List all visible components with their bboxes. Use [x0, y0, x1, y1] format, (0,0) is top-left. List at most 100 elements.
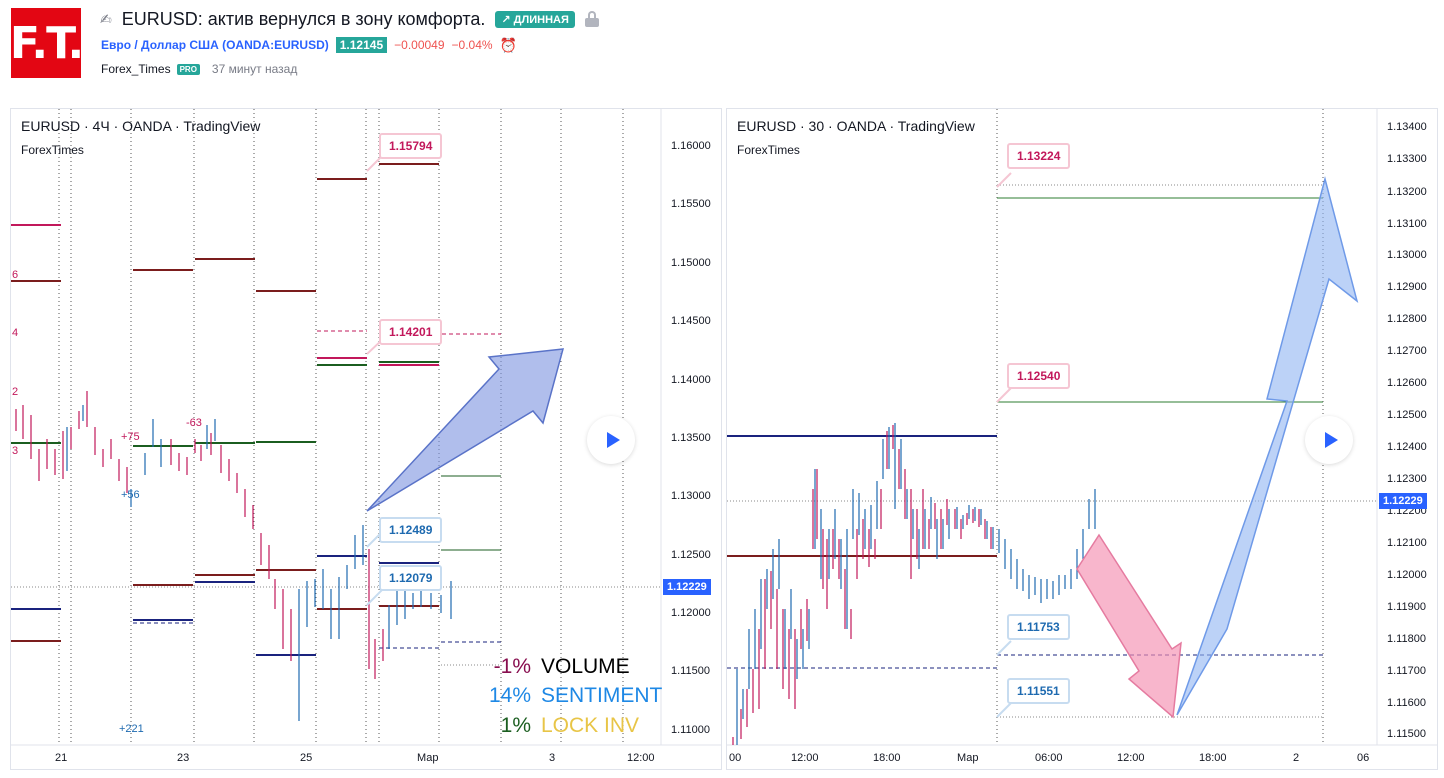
logo-text: F.T.: [9, 17, 84, 69]
price-tick: 1.16000: [671, 140, 711, 152]
price-badge: 1.12145: [335, 37, 388, 53]
price-tick: 1.13500: [671, 432, 711, 444]
direction-badge: ↗ ДЛИННАЯ: [495, 10, 575, 28]
price-tick: 1.14500: [671, 315, 711, 327]
price-tick: 1.13300: [1387, 153, 1427, 165]
time-tick: 12:00: [1117, 752, 1145, 764]
play-icon: [606, 432, 620, 448]
price-tick: 1.13000: [1387, 249, 1427, 261]
publish-time: 37 минут назад: [211, 62, 298, 76]
price-tick: 1.12000: [1387, 569, 1427, 581]
time-tick: 12:00: [791, 752, 819, 764]
level-label: 1.14201: [379, 319, 443, 345]
lock-inv-pct: 1%: [500, 714, 531, 737]
price-tick: 1.15000: [671, 257, 711, 269]
play-button[interactable]: [1305, 416, 1353, 464]
sentiment-pct: 14%: [488, 684, 531, 707]
time-tick: 25: [300, 752, 313, 764]
volume-label: VOLUME: [541, 655, 630, 678]
indicator-legend-sentiment: 14% SENTIMENT: [481, 684, 662, 708]
volume-annotation: 6: [12, 269, 19, 281]
volume-annotation: +56: [121, 489, 140, 501]
price-tick: 1.11500: [1387, 728, 1426, 740]
right-chart-canvas[interactable]: [727, 109, 1438, 770]
current-price-tag: 1.12229: [663, 579, 711, 595]
volume-annotation: +75: [121, 431, 140, 443]
pencil-icon: ✍: [100, 10, 112, 27]
idea-header: F.T. ✍ EURUSD: актив вернулся в зону ком…: [0, 0, 1444, 100]
time-tick: 18:00: [1199, 752, 1227, 764]
price-tick: 1.12500: [671, 549, 711, 561]
time-tick: 12:00: [627, 752, 655, 764]
price-tick: 1.11000: [671, 724, 710, 736]
idea-title: EURUSD: актив вернулся в зону комфорта.: [121, 8, 486, 29]
pro-badge: PRO: [176, 63, 200, 75]
time-tick: 23: [177, 752, 190, 764]
level-label: 1.12540: [1007, 363, 1071, 389]
time-tick: Мар: [417, 752, 439, 764]
current-price-tag: 1.12229: [1379, 493, 1427, 509]
title-row: ✍ EURUSD: актив вернулся в зону комфорта…: [100, 8, 599, 30]
level-label: 1.11753: [1007, 614, 1070, 640]
time-tick: 21: [55, 752, 68, 764]
left-chart-panel[interactable]: EURUSD · 4Ч · OANDA · TradingView ForexT…: [10, 108, 722, 770]
right-chart-author: ForexTimes: [737, 143, 800, 157]
symbol-link[interactable]: Евро / Доллар США (OANDA:EURUSD): [101, 38, 329, 52]
price-tick: 1.12900: [1387, 281, 1427, 293]
time-tick: 06:00: [1035, 752, 1063, 764]
right-chart-legend: EURUSD · 30 · OANDA · TradingView: [737, 118, 975, 134]
price-change-pct: −0.04%: [451, 38, 493, 52]
price-tick: 1.11900: [1387, 601, 1426, 613]
indicator-legend-volume: -1% VOLUME: [481, 655, 630, 679]
price-tick: 1.11500: [671, 665, 710, 677]
level-label: 1.13224: [1007, 143, 1071, 169]
author-name[interactable]: Forex_Times: [101, 62, 171, 76]
time-tick: Мар: [957, 752, 979, 764]
lock-inv-label: LOCK INV: [541, 714, 640, 737]
play-icon: [1324, 432, 1338, 448]
symbol-row: Евро / Доллар США (OANDA:EURUSD) 1.12145…: [101, 36, 517, 54]
volume-pct: -1%: [493, 655, 531, 678]
alarm-clock-icon[interactable]: ⏰: [499, 36, 518, 53]
volume-annotation: 4: [12, 327, 19, 339]
author-logo[interactable]: F.T.: [9, 8, 84, 78]
author-row: Forex_Times PRO 37 минут назад: [101, 62, 297, 76]
time-tick: 00: [729, 752, 742, 764]
price-tick: 1.11800: [1387, 633, 1426, 645]
indicator-legend-lock-inv: 1% LOCK INV: [481, 714, 639, 738]
left-chart-canvas[interactable]: [11, 109, 722, 770]
price-tick: 1.12700: [1387, 345, 1427, 357]
volume-annotation: -63: [186, 417, 202, 429]
level-label: 1.12489: [379, 517, 443, 543]
price-tick: 1.13100: [1387, 218, 1427, 230]
lock-icon: [584, 11, 599, 27]
level-label: 1.11551: [1007, 678, 1070, 704]
play-button[interactable]: [587, 416, 635, 464]
left-chart-legend: EURUSD · 4Ч · OANDA · TradingView: [21, 118, 261, 134]
price-tick: 1.12000: [671, 607, 711, 619]
volume-annotation: 2: [12, 386, 19, 398]
price-tick: 1.11700: [1387, 665, 1426, 677]
volume-annotation: 3: [12, 445, 19, 457]
price-tick: 1.13400: [1387, 121, 1427, 133]
price-change: −0.00049: [394, 38, 445, 52]
price-tick: 1.12100: [1387, 537, 1427, 549]
left-chart-author: ForexTimes: [21, 143, 84, 157]
price-tick: 1.12800: [1387, 313, 1427, 325]
time-tick: 3: [549, 752, 556, 764]
volume-annotation: +221: [119, 723, 144, 735]
right-chart-panel[interactable]: EURUSD · 30 · OANDA · TradingView ForexT…: [726, 108, 1438, 770]
level-label: 1.15794: [379, 133, 443, 159]
price-tick: 1.12300: [1387, 473, 1427, 485]
sentiment-label: SENTIMENT: [541, 684, 663, 707]
time-tick: 2: [1293, 752, 1300, 764]
price-tick: 1.12500: [1387, 409, 1427, 421]
price-tick: 1.12400: [1387, 441, 1427, 453]
price-tick: 1.12600: [1387, 377, 1427, 389]
time-tick: 06: [1357, 752, 1370, 764]
price-tick: 1.13000: [671, 490, 711, 502]
price-tick: 1.14000: [671, 374, 711, 386]
price-tick: 1.11600: [1387, 697, 1426, 709]
time-tick: 18:00: [873, 752, 901, 764]
price-tick: 1.13200: [1387, 186, 1427, 198]
